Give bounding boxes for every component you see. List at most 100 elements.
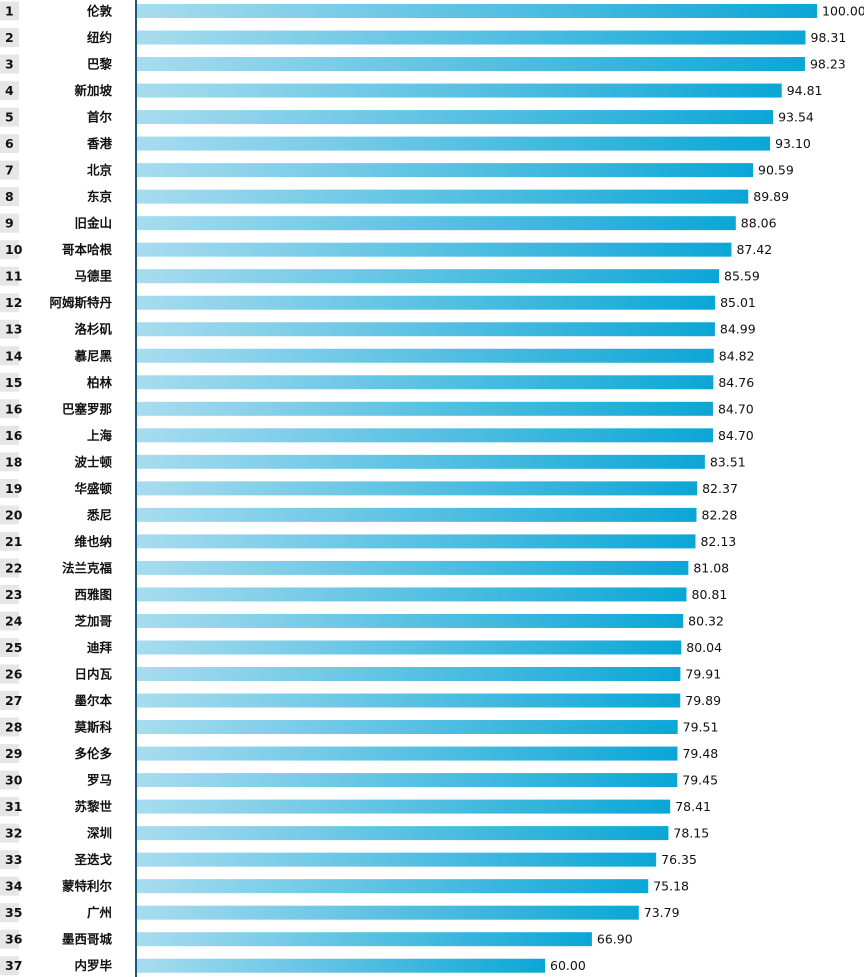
value-label: 90.59 [758, 163, 794, 178]
category-label: 日内瓦 [74, 667, 112, 682]
rank-label: 24 [5, 613, 23, 628]
bar [137, 720, 678, 735]
value-label: 79.91 [685, 667, 721, 682]
value-label: 75.18 [653, 879, 689, 894]
value-label: 82.28 [702, 507, 738, 522]
rank-label: 16 [5, 401, 23, 416]
bar [137, 401, 713, 416]
value-label: 98.23 [810, 57, 846, 72]
category-label: 华盛顿 [74, 481, 112, 496]
rank-badge [0, 452, 19, 472]
bar [137, 693, 681, 708]
value-label: 84.82 [719, 348, 755, 363]
category-label: 蒙特利尔 [62, 879, 113, 894]
rank-label: 2 [5, 30, 14, 45]
rank-badge [0, 717, 19, 737]
bar [137, 110, 774, 125]
category-label: 多伦多 [74, 746, 112, 761]
rank-label: 5 [5, 110, 14, 125]
bar [137, 667, 681, 681]
rank-label: 14 [5, 348, 23, 363]
rank-label: 10 [5, 242, 23, 257]
value-label: 80.81 [692, 587, 728, 602]
rank-badge [0, 797, 19, 817]
rank-badge [0, 293, 19, 313]
value-label: 79.48 [682, 746, 718, 761]
value-label: 89.89 [753, 189, 789, 204]
bar [137, 905, 639, 920]
rank-badge [0, 372, 19, 392]
rank-badge [0, 611, 19, 631]
rank-badge [0, 1, 19, 21]
rank-label: 29 [5, 746, 22, 761]
value-label: 79.45 [682, 773, 718, 788]
bar [137, 136, 771, 151]
rank-label: 34 [5, 879, 23, 894]
bar [137, 428, 713, 443]
bar [137, 348, 714, 363]
rank-badge [0, 107, 19, 127]
rank-label: 18 [5, 454, 22, 469]
rank-badge [0, 81, 19, 101]
rank-badge [0, 319, 19, 339]
rank-label: 21 [5, 534, 22, 549]
rank-label: 30 [5, 773, 23, 788]
rank-label: 22 [5, 560, 22, 575]
value-label: 94.81 [787, 83, 823, 98]
bar [137, 958, 545, 973]
rank-badge [0, 187, 19, 207]
category-label: 法兰克福 [62, 560, 113, 575]
category-label: 内罗毕 [74, 958, 112, 973]
rank-badge [0, 160, 19, 180]
rank-label: 7 [5, 163, 14, 178]
bar [137, 375, 714, 390]
bar [137, 189, 749, 204]
category-label: 波士顿 [74, 454, 112, 469]
value-label: 78.41 [675, 799, 711, 814]
bar [137, 534, 696, 549]
value-label: 80.04 [686, 640, 722, 655]
category-label: 东京 [87, 189, 113, 204]
category-label: 巴黎 [87, 57, 113, 72]
value-label: 93.10 [775, 136, 811, 151]
bar [137, 852, 657, 867]
rank-badge [0, 770, 19, 790]
value-label: 84.70 [718, 428, 754, 443]
rank-label: 15 [5, 375, 22, 390]
category-label: 柏林 [87, 375, 113, 390]
rank-badge [0, 54, 19, 74]
value-label: 66.90 [597, 932, 633, 947]
bar [137, 879, 649, 894]
category-label: 旧金山 [74, 216, 112, 231]
bar [137, 560, 689, 575]
bar [137, 454, 705, 469]
category-label: 洛杉矶 [74, 322, 112, 337]
category-label: 苏黎世 [74, 799, 112, 814]
rank-label: 31 [5, 799, 22, 814]
value-label: 78.15 [673, 826, 709, 841]
rank-badge [0, 531, 19, 551]
value-label: 93.54 [778, 110, 814, 125]
category-label: 墨尔本 [74, 693, 112, 708]
bar [137, 481, 698, 496]
rank-badge [0, 903, 19, 923]
rank-badge [0, 876, 19, 896]
rank-badge [0, 637, 19, 657]
value-label: 79.89 [685, 693, 721, 708]
rank-label: 11 [5, 269, 22, 284]
category-label: 西雅图 [74, 587, 112, 602]
rank-label: 33 [5, 852, 22, 867]
rank-label: 16 [5, 428, 23, 443]
value-label: 73.79 [644, 905, 680, 920]
rank-badge [0, 664, 19, 684]
rank-label: 36 [5, 932, 23, 947]
category-label: 墨西哥城 [62, 932, 113, 947]
value-label: 84.70 [718, 401, 754, 416]
rank-badge [0, 850, 19, 870]
value-label: 85.01 [720, 295, 756, 310]
rank-label: 35 [5, 905, 22, 920]
category-label: 北京 [87, 163, 113, 178]
bar [137, 640, 682, 655]
rank-badge [0, 691, 19, 711]
